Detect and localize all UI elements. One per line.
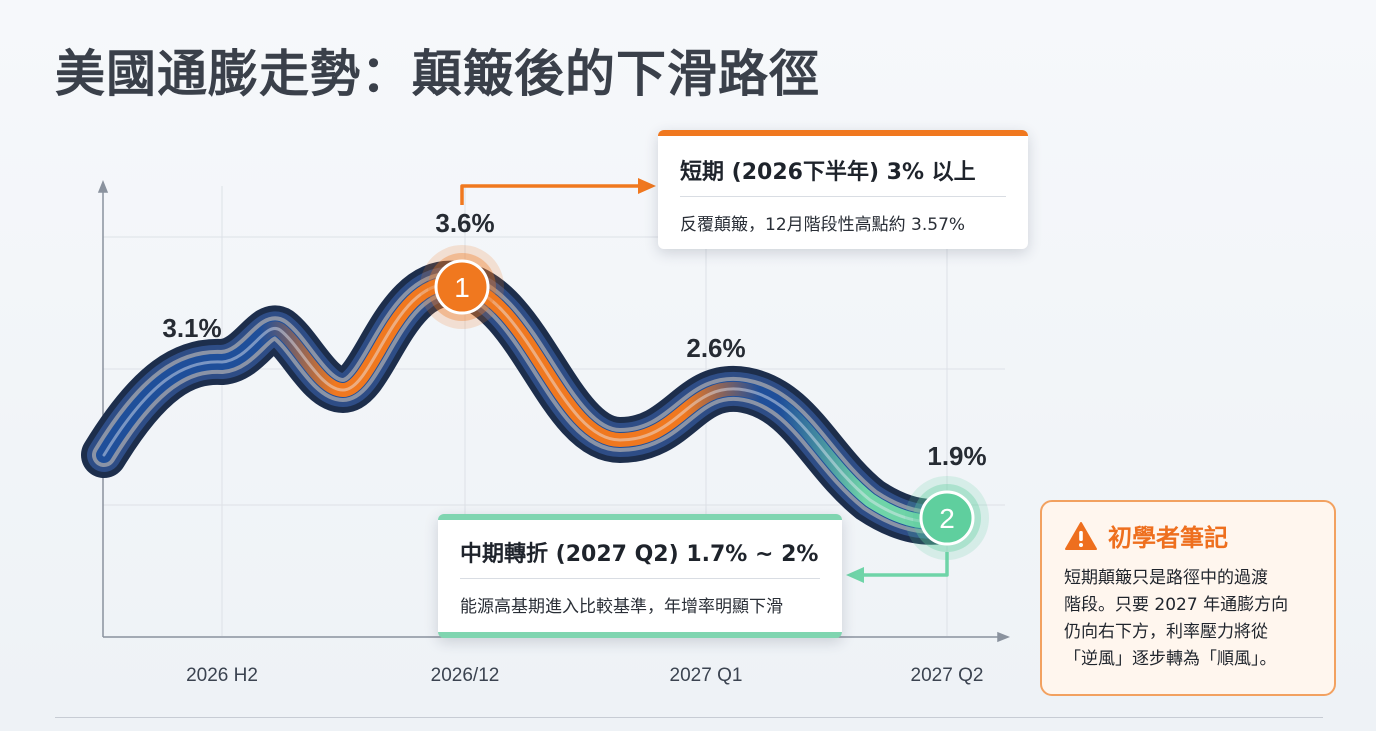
callout-mid-term: 中期轉折 (2027 Q2) 1.7% ~ 2% 能源高基期進入比較基準，年增率… [438, 514, 842, 638]
note-title: 初學者筆記 [1108, 524, 1228, 552]
x-tick-label: 2027 Q1 [670, 665, 743, 686]
callout-short-body: 反覆顛簸，12月階段性高點約 3.57% [680, 215, 966, 235]
data-label: 2.6% [686, 333, 745, 363]
marker-number: 1 [454, 272, 470, 303]
data-label: 3.6% [435, 208, 494, 238]
callout-short-term: 短期 (2026下半年) 3% 以上 反覆顛簸，12月階段性高點約 3.57% [658, 130, 1028, 249]
note-line: 「逆風」逐步轉為「順風」。 [1064, 649, 1277, 669]
marker-number: 2 [939, 503, 955, 534]
beginner-note: 初學者筆記 短期顛簸只是路徑中的過渡 階段。只要 2027 年通膨方向 仍向右下… [1040, 500, 1336, 696]
footer-divider [55, 717, 1323, 718]
page-title: 美國通膨走勢：顛簸後的下滑路徑 [55, 45, 820, 103]
note-line: 短期顛簸只是路徑中的過渡 [1064, 568, 1268, 588]
callout-short-title: 短期 (2026下半年) 3% 以上 [680, 160, 976, 185]
callout-divider [460, 578, 820, 579]
markers: 12 [420, 245, 989, 560]
connectors [460, 178, 949, 583]
x-tick-label: 2026 H2 [186, 665, 258, 686]
x-axis-ticks: 2026 H2 2026/12 2027 Q1 2027 Q2 [186, 665, 983, 686]
callout-mid-title: 中期轉折 (2027 Q2) 1.7% ~ 2% [460, 542, 819, 567]
callout-divider [680, 196, 1006, 197]
x-tick-label: 2027 Q2 [911, 665, 984, 686]
warning-icon [1065, 521, 1097, 550]
marker-2: 2 [905, 476, 989, 560]
data-label: 3.1% [162, 313, 221, 343]
callout-mid-body: 能源高基期進入比較基準，年增率明顯下滑 [460, 597, 783, 617]
data-labels: 3.1% 3.6% 2.6% 1.9% [162, 208, 986, 471]
inflation-ribbon [81, 260, 970, 545]
data-label: 1.9% [927, 441, 986, 471]
x-tick-label: 2026/12 [431, 665, 500, 686]
marker-1: 1 [420, 245, 504, 329]
note-line: 階段。只要 2027 年通膨方向 [1064, 595, 1289, 615]
note-line: 仍向右下方，利率壓力將從 [1064, 622, 1268, 642]
